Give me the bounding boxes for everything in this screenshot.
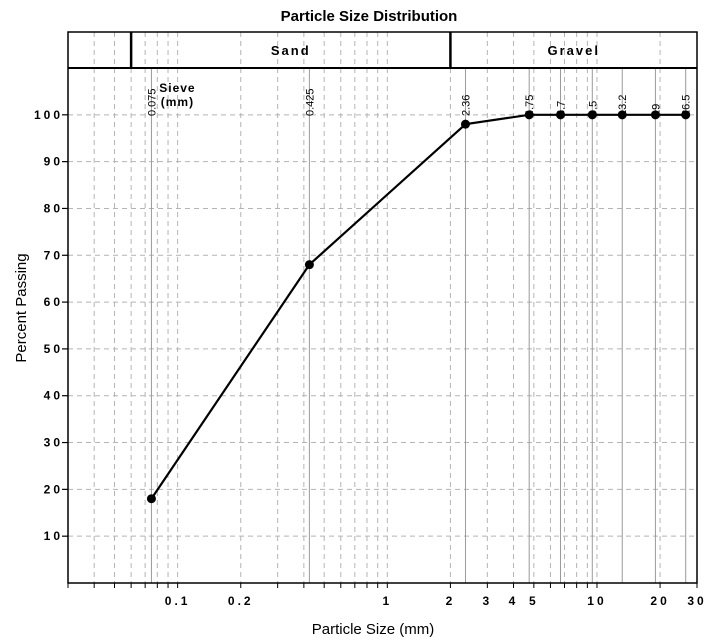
chart-title: Particle Size Distribution: [281, 8, 458, 25]
data-point: [650, 110, 660, 120]
x-tick-label: 0.1: [165, 594, 191, 608]
y-tick-label: 80: [44, 201, 63, 215]
y-tick-label: 50: [44, 342, 63, 356]
x-tick-label: 1: [382, 594, 392, 608]
y-axis-title: Percent Passing: [13, 253, 30, 362]
sieve-label: 0.075: [146, 88, 158, 116]
plot-frame: [62, 31, 698, 588]
x-tick-label: 3: [482, 594, 492, 608]
x-tick-label: 5: [529, 594, 539, 608]
x-tick-label: 30: [687, 594, 706, 608]
sieve-label: 4.75: [524, 95, 536, 116]
data-point: [681, 110, 691, 120]
data-point: [617, 110, 627, 120]
data-point: [146, 494, 156, 504]
y-tick-label: 100: [34, 108, 63, 122]
x-tick-labels: 0.1 0.2 1 2 3 4 5 10 20 30: [165, 594, 706, 608]
y-tick-label: 70: [44, 248, 63, 262]
sieve-label: 0.425: [304, 88, 316, 116]
band-label: Sand: [271, 43, 311, 58]
series: [146, 110, 691, 504]
sieve-label: 26.5: [681, 95, 693, 116]
sieve-lines: 0.075 0.425 2.36 4.75 6.7 9.5 13.2 19 26.5Sieve(…: [146, 68, 693, 583]
y-tick-label: 10: [44, 529, 63, 543]
y-tick-label: 40: [44, 389, 63, 403]
band-label: Gravel: [547, 43, 599, 58]
y-tick-label: 90: [44, 155, 63, 169]
data-point: [524, 110, 534, 120]
data-point: [555, 110, 565, 120]
data-point: [460, 119, 470, 129]
band-strip: [68, 32, 697, 68]
y-tick-label: 20: [44, 482, 63, 496]
data-point: [587, 110, 597, 120]
sieve-label: 13.2: [617, 95, 629, 116]
x-tick-label: 2: [446, 594, 456, 608]
sieve-header-label: (mm): [161, 95, 194, 109]
x-axis-title: Particle Size (mm): [312, 621, 435, 638]
y-tick-label: 60: [44, 295, 63, 309]
x-tick-label: 20: [650, 594, 669, 608]
x-tick-label: 10: [587, 594, 606, 608]
x-tick-label: 0.2: [228, 594, 254, 608]
y-tick-label: 30: [44, 436, 63, 450]
plot-border: [67, 31, 698, 584]
sieve-label: 2.36: [460, 95, 472, 116]
series-line: [150, 113, 686, 500]
soil-band-header: Sand Gravel: [68, 32, 697, 68]
x-tick-label: 4: [509, 594, 519, 608]
data-point: [304, 260, 314, 270]
y-tick-labels: 10 20 30 40 50 60 70 80 90 100: [34, 108, 63, 543]
sieve-header-label: Sieve: [159, 81, 195, 95]
